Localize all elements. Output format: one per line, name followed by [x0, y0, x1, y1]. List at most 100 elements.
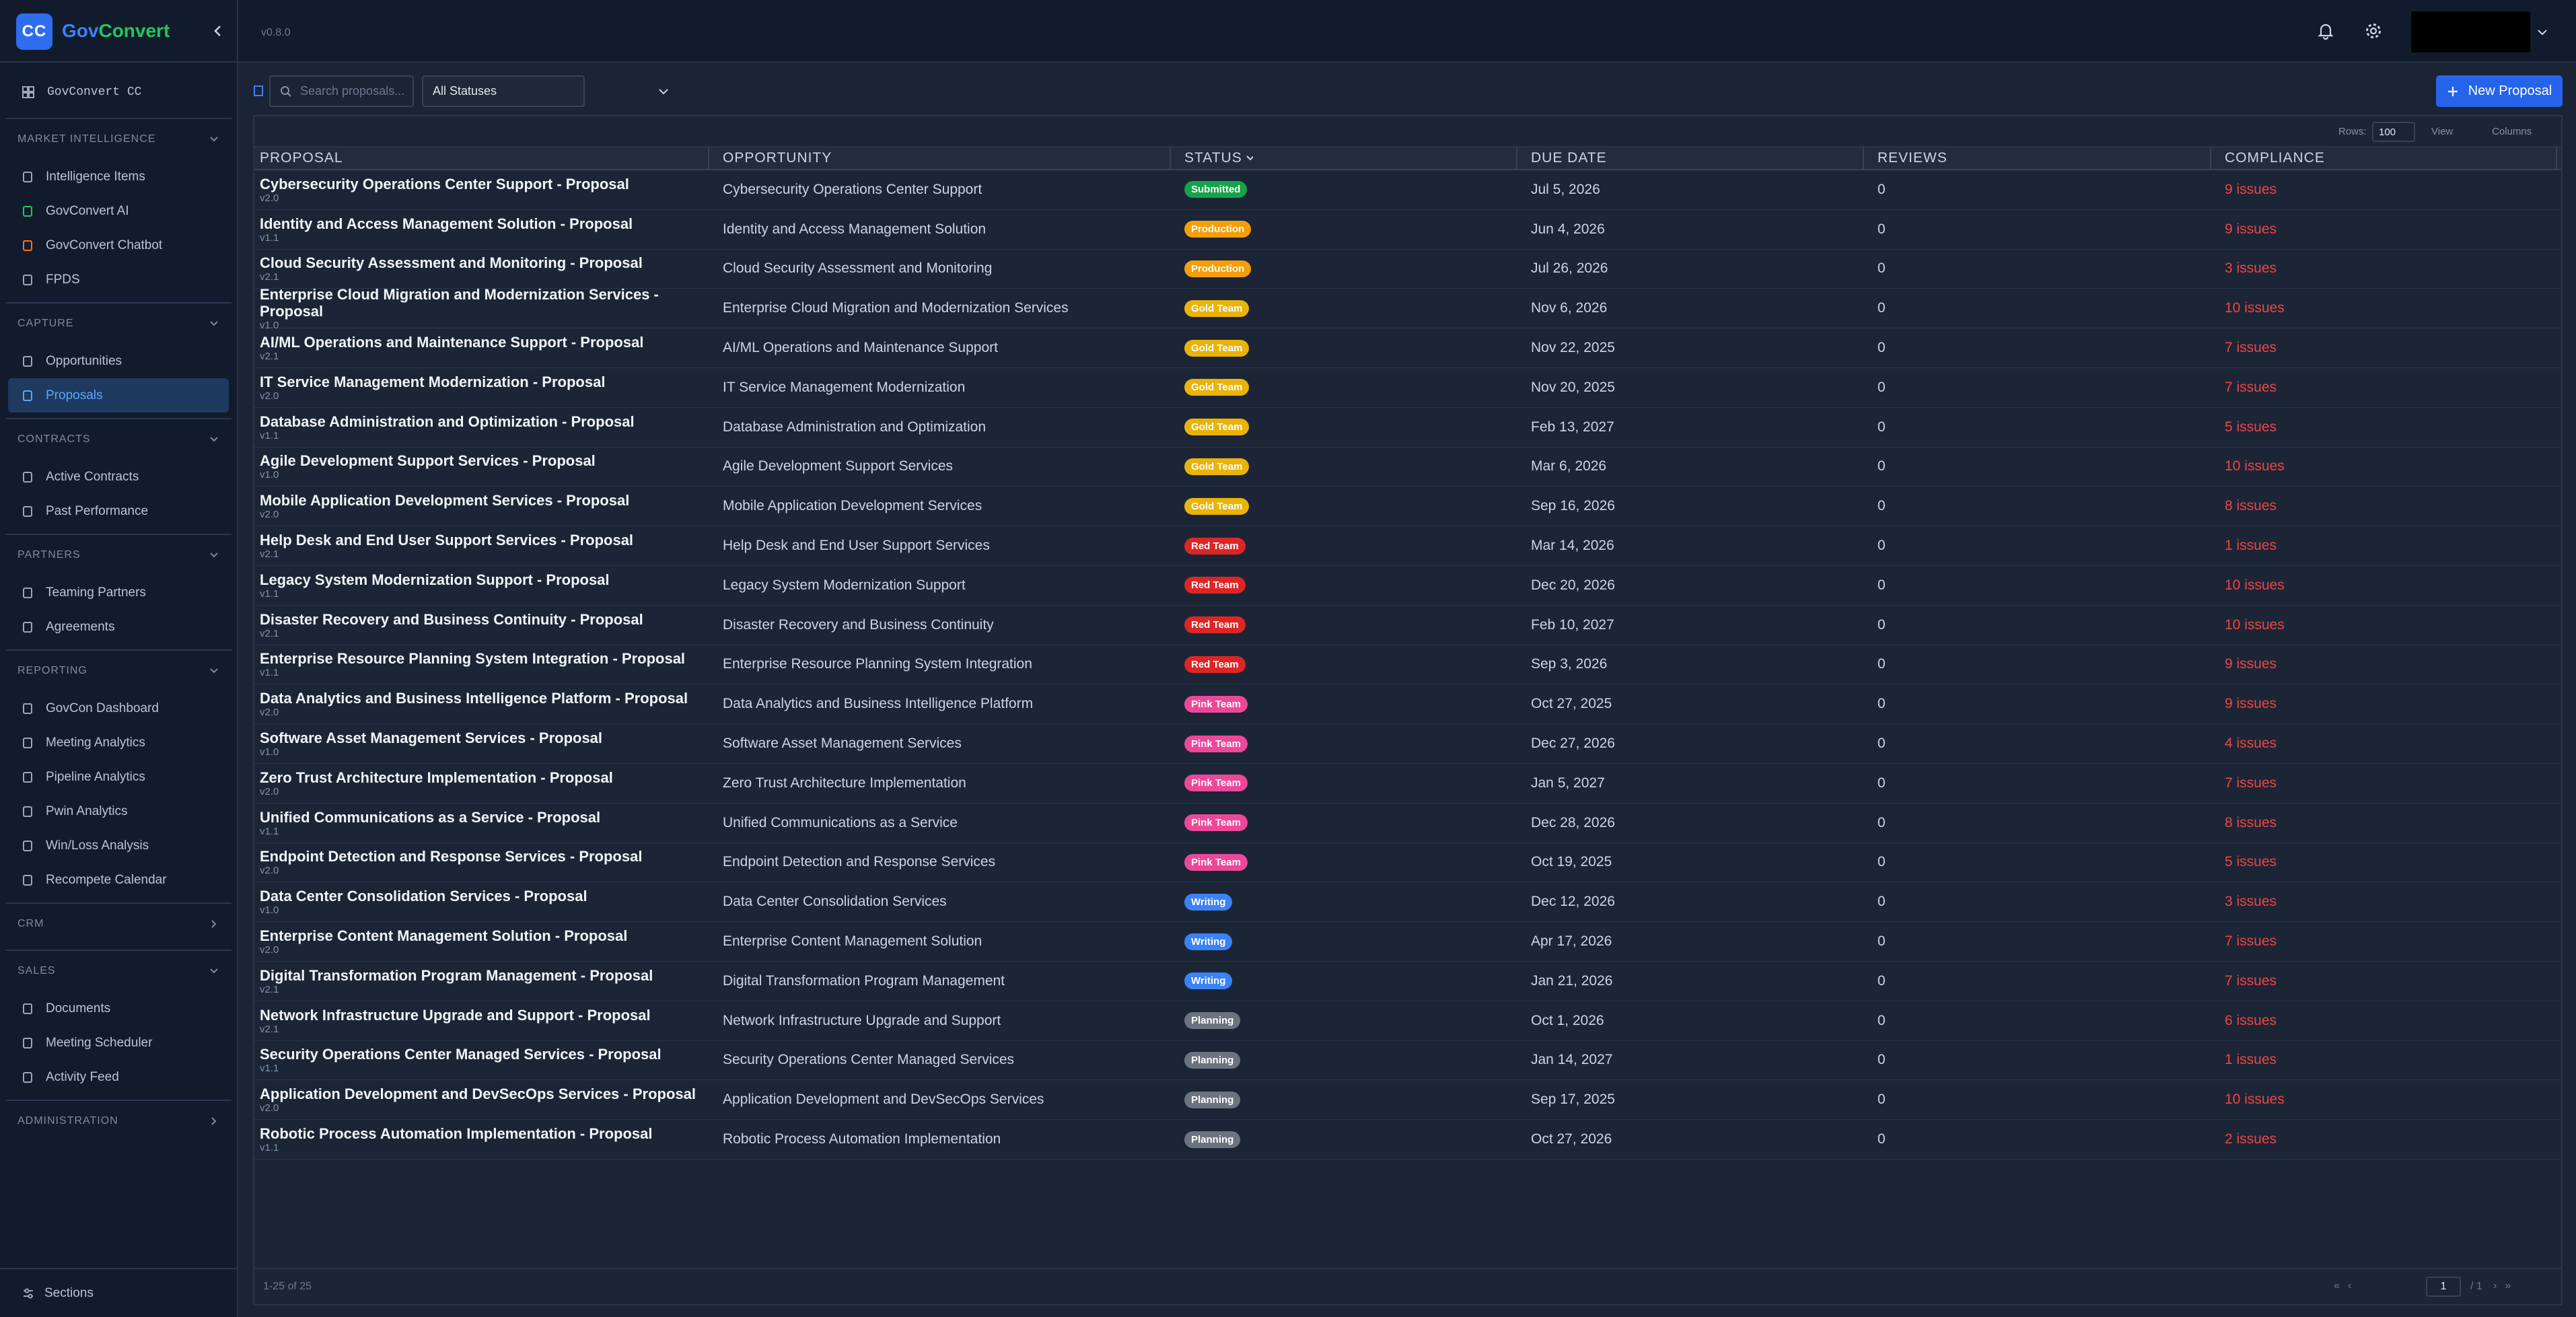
table-row[interactable]: Network Infrastructure Upgrade and Suppo…: [254, 1001, 2561, 1041]
proposal-title[interactable]: Legacy System Modernization Support - Pr…: [260, 571, 610, 588]
proposal-title[interactable]: Mobile Application Development Services …: [260, 492, 630, 509]
proposal-title[interactable]: Security Operations Center Managed Servi…: [260, 1046, 661, 1063]
table-row[interactable]: Disaster Recovery and Business Continuit…: [254, 606, 2561, 645]
nav-item[interactable]: Meeting Scheduler: [8, 1026, 229, 1060]
compliance[interactable]: 10 issues: [2225, 616, 2285, 633]
column-header[interactable]: STATUS: [1171, 147, 1517, 169]
section-header[interactable]: MARKET INTELLIGENCE: [5, 119, 231, 159]
proposal-title[interactable]: IT Service Management Modernization - Pr…: [260, 373, 606, 390]
compliance[interactable]: 3 issues: [2225, 260, 2277, 277]
chevron[interactable]: [209, 434, 219, 445]
settings[interactable]: [2364, 22, 2383, 40]
nav-item[interactable]: GovConvert AI: [8, 194, 229, 228]
compliance[interactable]: 9 issues: [2225, 696, 2277, 712]
nav-item[interactable]: GovCon Dashboard: [8, 691, 229, 725]
table-row[interactable]: Unified Communications as a Service - Pr…: [254, 804, 2561, 843]
columns-button[interactable]: Columns: [2492, 126, 2532, 137]
nav-item[interactable]: FPDS: [8, 262, 229, 297]
proposal-title[interactable]: Identity and Access Management Solution …: [260, 215, 633, 232]
proposal-title[interactable]: Data Analytics and Business Intelligence…: [260, 690, 688, 707]
section-header[interactable]: SALES: [5, 951, 231, 991]
nav-item[interactable]: Active Contracts: [8, 460, 229, 494]
chevron[interactable]: [209, 134, 219, 145]
compliance[interactable]: 2 issues: [2225, 1131, 2277, 1147]
notifications[interactable]: [2316, 22, 2335, 40]
proposal-title[interactable]: Digital Transformation Program Managemen…: [260, 966, 653, 984]
proposal-title[interactable]: Robotic Process Automation Implementatio…: [260, 1125, 653, 1143]
chevron[interactable]: [209, 666, 219, 676]
pager-next[interactable]: ›»: [2493, 1280, 2519, 1291]
section-header[interactable]: CONTRACTS: [5, 419, 231, 460]
chevron[interactable]: [209, 1116, 219, 1127]
chevron[interactable]: [209, 919, 219, 929]
compliance[interactable]: 7 issues: [2225, 933, 2277, 950]
proposal-title[interactable]: Cybersecurity Operations Center Support …: [260, 175, 629, 192]
table-row[interactable]: Enterprise Resource Planning System Inte…: [254, 645, 2561, 685]
pager-prev[interactable]: «‹: [2334, 1280, 2360, 1291]
compliance[interactable]: 9 issues: [2225, 181, 2277, 197]
table-row[interactable]: Cloud Security Assessment and Monitoring…: [254, 250, 2561, 289]
compliance[interactable]: 1 issues: [2225, 538, 2277, 554]
compliance[interactable]: 10 issues: [2225, 1092, 2285, 1108]
user-avatar[interactable]: [2411, 11, 2530, 52]
proposal-title[interactable]: Data Center Consolidation Services - Pro…: [260, 888, 587, 905]
compliance[interactable]: 10 issues: [2225, 458, 2285, 474]
nav-item[interactable]: Pwin Analytics: [8, 794, 229, 828]
proposal-title[interactable]: Unified Communications as a Service - Pr…: [260, 808, 601, 826]
view-button[interactable]: View: [2431, 126, 2453, 137]
brand[interactable]: GovConvert: [62, 20, 170, 42]
page-input[interactable]: 1: [2426, 1277, 2461, 1297]
table-row[interactable]: Identity and Access Management Solution …: [254, 210, 2561, 250]
nav-item[interactable]: GovConvert CC: [8, 75, 229, 109]
nav-item[interactable]: Pipeline Analytics: [8, 760, 229, 794]
proposal-title[interactable]: Enterprise Resource Planning System Inte…: [260, 650, 686, 668]
table-row[interactable]: Help Desk and End User Support Services …: [254, 526, 2561, 566]
compliance[interactable]: 7 issues: [2225, 775, 2277, 791]
nav-item[interactable]: Meeting Analytics: [8, 725, 229, 760]
nav-item[interactable]: Intelligence Items: [8, 159, 229, 194]
proposal-title[interactable]: Network Infrastructure Upgrade and Suppo…: [260, 1006, 651, 1024]
proposal-title[interactable]: Zero Trust Architecture Implementation -…: [260, 769, 613, 786]
sections-button[interactable]: Sections: [0, 1268, 237, 1317]
logo[interactable]: CC: [16, 13, 52, 50]
table-row[interactable]: Zero Trust Architecture Implementation -…: [254, 764, 2561, 804]
table-row[interactable]: Mobile Application Development Services …: [254, 487, 2561, 527]
proposal-title[interactable]: Application Development and DevSecOps Se…: [260, 1085, 696, 1103]
chevron[interactable]: [209, 318, 219, 329]
proposal-title[interactable]: Enterprise Content Management Solution -…: [260, 927, 628, 945]
compliance[interactable]: 8 issues: [2225, 814, 2277, 830]
compliance[interactable]: 6 issues: [2225, 1012, 2277, 1028]
status-filter-chevron[interactable]: [657, 85, 670, 98]
status-filter[interactable]: All Statuses: [422, 75, 585, 107]
compliance[interactable]: 7 issues: [2225, 972, 2277, 989]
compliance[interactable]: 7 issues: [2225, 379, 2277, 395]
table-row[interactable]: Robotic Process Automation Implementatio…: [254, 1120, 2561, 1160]
table-row[interactable]: Enterprise Cloud Migration and Moderniza…: [254, 286, 2561, 331]
nav-item[interactable]: Activity Feed: [8, 1060, 229, 1094]
table-row[interactable]: Agile Development Support Services - Pro…: [254, 448, 2561, 487]
section-header[interactable]: CAPTURE: [5, 304, 231, 344]
table-row[interactable]: IT Service Management Modernization - Pr…: [254, 368, 2561, 408]
table-row[interactable]: Data Center Consolidation Services - Pro…: [254, 882, 2561, 923]
compliance[interactable]: 10 issues: [2225, 300, 2285, 316]
compliance[interactable]: 1 issues: [2225, 1052, 2277, 1068]
chevron[interactable]: [209, 966, 219, 976]
chevron[interactable]: [1245, 153, 1253, 164]
table-row[interactable]: Application Development and DevSecOps Se…: [254, 1080, 2561, 1120]
section-header[interactable]: PARTNERS: [5, 535, 231, 575]
proposal-title[interactable]: Disaster Recovery and Business Continuit…: [260, 610, 643, 628]
table-row[interactable]: AI/ML Operations and Maintenance Support…: [254, 328, 2561, 368]
nav-item[interactable]: Past Performance: [8, 494, 229, 528]
proposal-title[interactable]: Agile Development Support Services - Pro…: [260, 452, 596, 470]
compliance[interactable]: 9 issues: [2225, 221, 2277, 237]
table-row[interactable]: Data Analytics and Business Intelligence…: [254, 684, 2561, 725]
user-menu[interactable]: [2536, 26, 2549, 39]
table-row[interactable]: Software Asset Management Services - Pro…: [254, 724, 2561, 764]
nav-item[interactable]: Opportunities: [8, 344, 229, 378]
proposal-title[interactable]: AI/ML Operations and Maintenance Support…: [260, 334, 644, 351]
table-row[interactable]: Cybersecurity Operations Center Support …: [254, 170, 2561, 210]
proposal-title[interactable]: Database Administration and Optimization…: [260, 413, 635, 430]
nav-item[interactable]: Recompete Calendar: [8, 863, 229, 897]
table-row[interactable]: Database Administration and Optimization…: [254, 408, 2561, 448]
nav-item[interactable]: Documents: [8, 991, 229, 1026]
